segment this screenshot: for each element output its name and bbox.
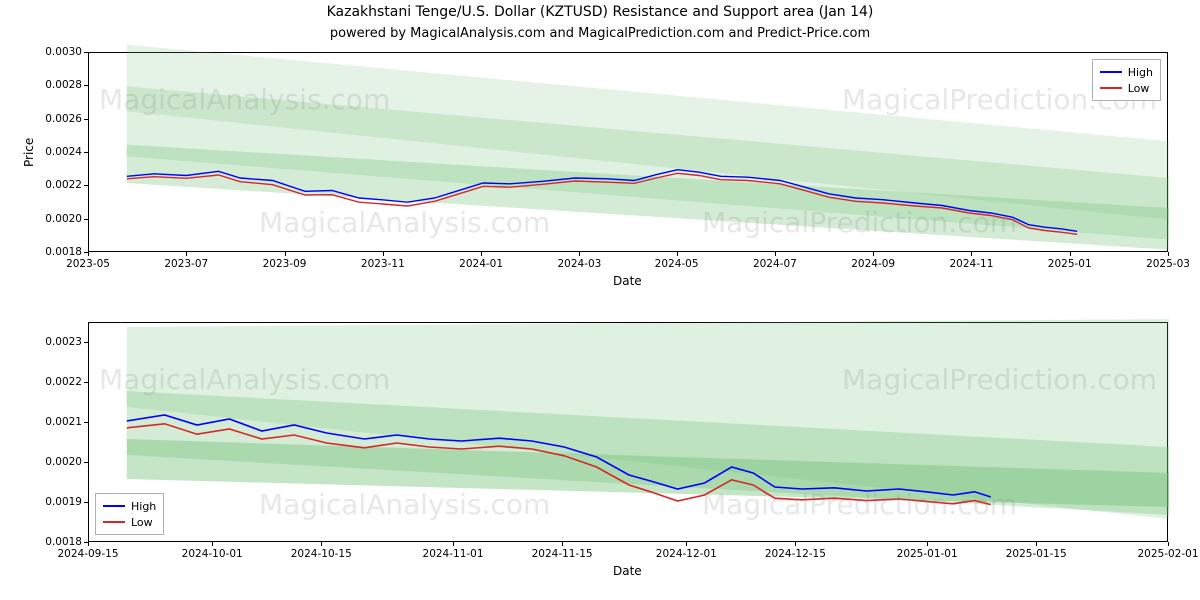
y-tick-label: 0.0030 <box>38 46 82 58</box>
watermark: MagicalAnalysis.com <box>99 83 390 116</box>
y-tick-label: 0.0022 <box>38 376 82 388</box>
legend-bottom: High Low <box>95 493 164 535</box>
watermark: MagicalPrediction.com <box>702 206 1017 239</box>
legend-swatch <box>103 505 125 507</box>
legend-swatch <box>103 521 125 523</box>
watermark: MagicalPrediction.com <box>702 488 1017 521</box>
chart-title: Kazakhstani Tenge/U.S. Dollar (KZTUSD) R… <box>0 4 1200 20</box>
legend-item: High <box>1100 64 1153 80</box>
y-tick-label: 0.0020 <box>38 456 82 468</box>
watermark: MagicalAnalysis.com <box>99 363 390 396</box>
legend-item: High <box>103 498 156 514</box>
x-tick-label: 2024-07 <box>753 258 797 270</box>
legend-swatch <box>1100 87 1122 89</box>
x-tick-label: 2023-07 <box>164 258 208 270</box>
x-tick-label: 2023-05 <box>66 258 110 270</box>
legend-label: High <box>1128 66 1153 79</box>
x-tick-label: 2024-09 <box>851 258 895 270</box>
legend-label: High <box>131 500 156 513</box>
x-tick-label: 2024-12-01 <box>656 548 717 560</box>
x-tick-label: 2024-11-15 <box>532 548 593 560</box>
y-tick-label: 0.0026 <box>38 113 82 125</box>
x-tick-label: 2023-11 <box>361 258 405 270</box>
legend-swatch <box>1100 71 1122 73</box>
watermark: MagicalAnalysis.com <box>259 488 550 521</box>
x-tick-label: 2024-12-15 <box>765 548 826 560</box>
chart-subtitle: powered by MagicalAnalysis.com and Magic… <box>0 26 1200 41</box>
x-tick-label: 2024-11 <box>950 258 994 270</box>
watermark: MagicalPrediction.com <box>842 363 1157 396</box>
x-tick-label: 2025-03 <box>1146 258 1190 270</box>
y-tick-label: 0.0028 <box>38 79 82 91</box>
y-tick-label: 0.0020 <box>38 213 82 225</box>
y-tick-label: 0.0019 <box>38 496 82 508</box>
x-tick-label: 2024-05 <box>655 258 699 270</box>
y-tick-label: 0.0024 <box>38 146 82 158</box>
legend-top: High Low <box>1092 59 1161 101</box>
watermark: MagicalAnalysis.com <box>259 206 550 239</box>
panel-top: MagicalAnalysis.com MagicalPrediction.co… <box>88 52 1168 252</box>
legend-label: Low <box>1128 82 1150 95</box>
x-tick-label: 2025-01-15 <box>1006 548 1067 560</box>
x-tick-label: 2023-09 <box>263 258 307 270</box>
x-tick-label: 2025-02-01 <box>1137 548 1198 560</box>
x-tick-label: 2024-01 <box>459 258 503 270</box>
x-axis-label: Date <box>613 564 642 578</box>
legend-item: Low <box>103 514 156 530</box>
legend-item: Low <box>1100 80 1153 96</box>
y-tick-label: 0.0023 <box>38 336 82 348</box>
x-tick-label: 2024-03 <box>557 258 601 270</box>
y-tick-label: 0.0018 <box>38 536 82 548</box>
figure-container: Kazakhstani Tenge/U.S. Dollar (KZTUSD) R… <box>0 0 1200 600</box>
x-tick-label: 2024-11-01 <box>423 548 484 560</box>
y-tick-label: 0.0018 <box>38 246 82 258</box>
x-tick-label: 2024-10-15 <box>291 548 352 560</box>
x-tick-label: 2024-09-15 <box>57 548 118 560</box>
x-axis-label: Date <box>613 274 642 288</box>
x-tick-label: 2024-10-01 <box>182 548 243 560</box>
y-tick-label: 0.0021 <box>38 416 82 428</box>
x-tick-label: 2025-01 <box>1048 258 1092 270</box>
y-tick-label: 0.0022 <box>38 179 82 191</box>
panel-bottom: MagicalAnalysis.com MagicalPrediction.co… <box>88 322 1168 542</box>
legend-label: Low <box>131 516 153 529</box>
x-tick-label: 2025-01-01 <box>897 548 958 560</box>
y-axis-label: Price <box>22 138 36 167</box>
